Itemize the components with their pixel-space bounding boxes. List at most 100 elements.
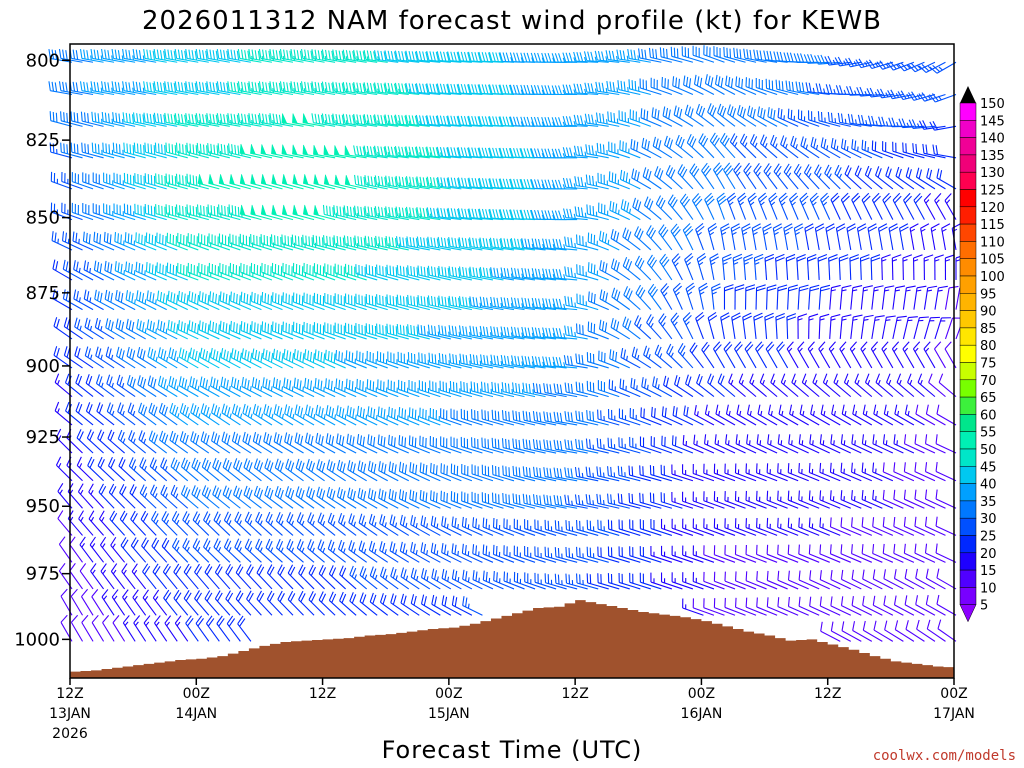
- wind-barb: [180, 457, 199, 482]
- wind-barb: [173, 563, 189, 590]
- wind-barb: [365, 293, 388, 311]
- wind-barb: [388, 488, 410, 509]
- wind-barb: [512, 465, 536, 482]
- wind-barb: [49, 111, 73, 127]
- wind-barb: [468, 177, 494, 190]
- wind-barb: [118, 457, 136, 482]
- wind-barb: [261, 262, 283, 281]
- wind-barb: [174, 48, 199, 63]
- wind-barb: [307, 512, 325, 536]
- wind-barb: [239, 233, 262, 251]
- wind-barb: [395, 236, 420, 251]
- wind-barb: [60, 142, 83, 159]
- wind-barb: [349, 565, 368, 590]
- wind-barb: [308, 590, 325, 616]
- wind-barb: [131, 563, 147, 590]
- wind-barb: [168, 375, 189, 398]
- wind-barb: [147, 347, 167, 369]
- wind-barb: [447, 115, 472, 127]
- wind-barb: [394, 50, 420, 63]
- wind-barb: [376, 294, 399, 311]
- wind-barb: [512, 382, 536, 398]
- colorbar-label: 120: [980, 201, 1005, 216]
- wind-barb: [103, 172, 125, 190]
- wind-barb: [240, 321, 262, 340]
- wind-barb: [426, 207, 451, 221]
- wind-barb: [135, 290, 157, 311]
- wind-barb: [410, 594, 431, 616]
- wind-barb: [81, 614, 94, 642]
- y-tick-label: 950: [26, 496, 60, 517]
- wind-barb: [390, 567, 410, 590]
- wind-barb: [283, 348, 304, 369]
- wind-barb: [79, 536, 94, 563]
- wind-barb: [292, 292, 315, 311]
- wind-barb: [479, 296, 504, 311]
- wind-barb: [77, 483, 94, 509]
- wind-barb: [395, 206, 420, 221]
- wind-barb: [294, 432, 315, 454]
- wind-barb: [195, 48, 220, 63]
- colorbar-swatch: [959, 535, 977, 554]
- wind-barb: [419, 407, 441, 426]
- wind-barb: [353, 82, 378, 96]
- colorbar-label: 115: [980, 218, 1005, 233]
- wind-barb: [157, 375, 178, 398]
- wind-barb: [114, 232, 136, 251]
- wind-barb: [256, 590, 273, 616]
- wind-barb: [334, 263, 357, 281]
- wind-barb: [90, 563, 105, 590]
- wind-barb: [292, 174, 315, 190]
- wind-barb: [366, 350, 388, 369]
- wind-barb: [122, 112, 146, 127]
- wind-barb: [338, 513, 357, 536]
- wind-barb: [471, 437, 494, 454]
- wind-barb: [97, 456, 115, 482]
- wind-barb: [157, 347, 178, 369]
- wind-barb: [512, 493, 536, 509]
- wind-barb: [203, 511, 220, 536]
- wind-barb: [246, 564, 262, 590]
- wind-barb: [251, 348, 273, 369]
- colorbar-swatch: [959, 241, 977, 259]
- wind-barb: [461, 516, 483, 536]
- wind-barb: [397, 351, 420, 369]
- wind-barb: [451, 543, 473, 563]
- wind-barb: [313, 292, 336, 311]
- wind-barb: [74, 346, 94, 369]
- wind-barb: [91, 111, 115, 127]
- wind-barb: [481, 464, 504, 482]
- wind-barb: [450, 463, 473, 482]
- wind-barb: [227, 48, 252, 63]
- wind-barb: [281, 174, 304, 190]
- wind-barb: [302, 144, 325, 159]
- colorbar-swatch: [959, 466, 977, 484]
- wind-barb: [469, 325, 494, 340]
- wind-barb: [198, 262, 220, 281]
- colorbar-label: 5: [980, 599, 988, 614]
- colorbar-label: 150: [980, 97, 1005, 112]
- wind-barb: [230, 376, 252, 398]
- wind-barb: [261, 321, 283, 340]
- wind-barb: [260, 204, 283, 221]
- wind-barb: [315, 432, 336, 454]
- wind-barb: [130, 510, 147, 536]
- wind-barb: [70, 142, 94, 159]
- x-tick-time: 00Z: [435, 686, 462, 702]
- wind-barb: [112, 615, 126, 642]
- wind-barb: [447, 51, 472, 63]
- wind-barb: [347, 487, 367, 509]
- wind-barb: [471, 491, 494, 509]
- terrain-surface: [70, 600, 954, 678]
- wind-barb: [271, 204, 294, 221]
- colorbar-label: 145: [980, 114, 1005, 129]
- wind-barb: [231, 403, 252, 426]
- wind-barb: [210, 376, 231, 398]
- wind-barb: [221, 403, 241, 426]
- wind-barb: [316, 486, 336, 509]
- wind-barb: [410, 542, 431, 563]
- wind-barb: [251, 291, 273, 311]
- wind-barb: [358, 540, 378, 563]
- wind-barb: [457, 208, 483, 221]
- wind-barb: [491, 437, 515, 454]
